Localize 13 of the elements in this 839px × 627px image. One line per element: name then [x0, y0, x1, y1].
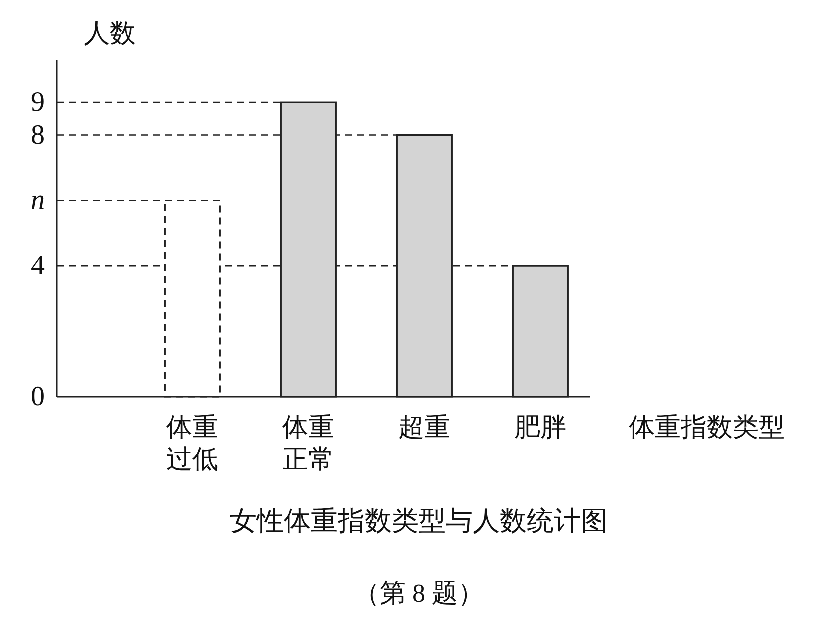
x-tick-label: 超重 — [398, 413, 451, 442]
y-tick-label: 0 — [31, 382, 45, 412]
text: 女性体重指数类型与人数统计图 — [230, 506, 608, 536]
x-tick-label: 肥胖 — [514, 413, 567, 442]
y-tick-label: 9 — [31, 87, 45, 118]
y-tick-label: 4 — [31, 250, 45, 282]
y-tick-label: 8 — [31, 120, 45, 151]
x-tick-label: 体重正常 — [282, 413, 335, 474]
text: （第 8 题） — [354, 579, 484, 608]
x-axis-title: 体重指数类型 — [629, 413, 785, 442]
y-axis-title: 人数 — [84, 19, 136, 48]
x-tick-label: 体重过低 — [166, 413, 219, 474]
y-tick-label: n — [31, 185, 45, 216]
